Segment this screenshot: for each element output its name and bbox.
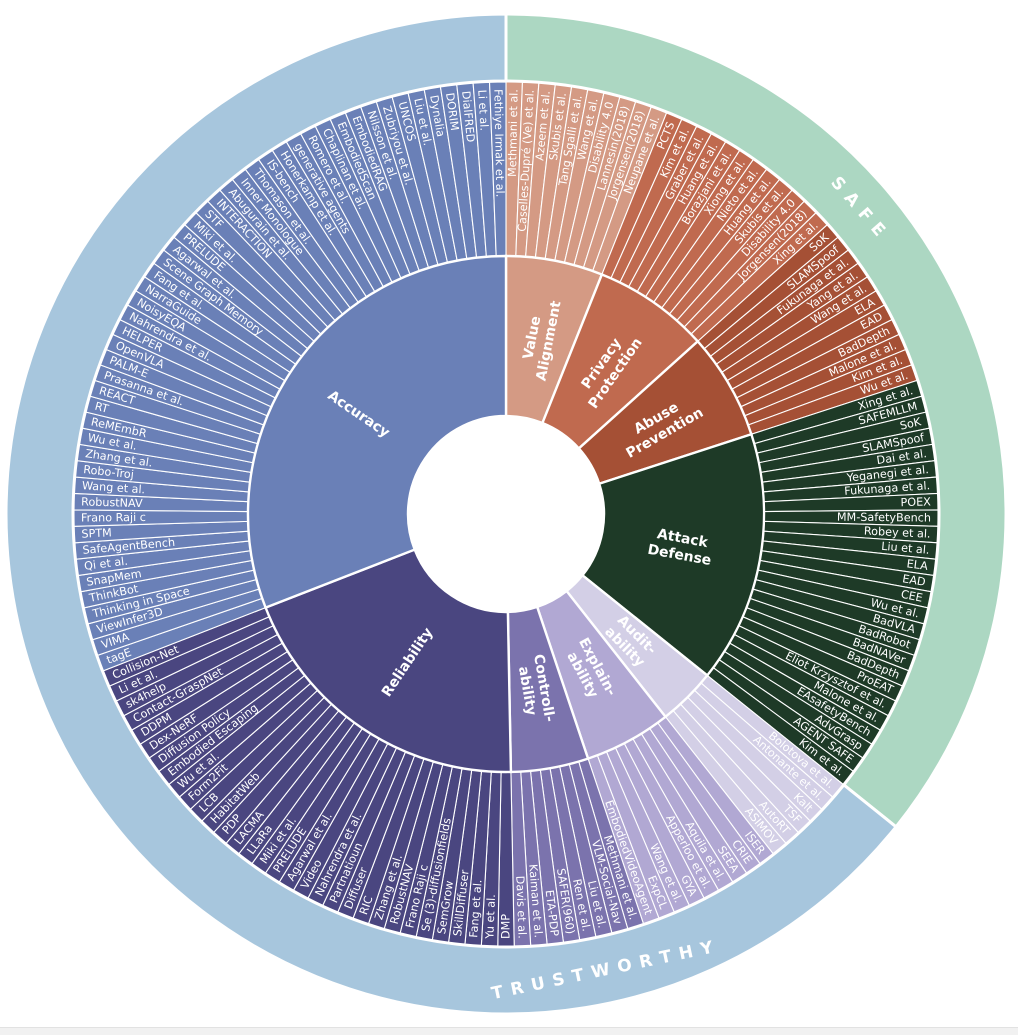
item-label-attack-defense-12: EAD (901, 572, 926, 589)
item-label-accuracy-47: DORIM (443, 92, 461, 132)
item-label-controllability-7: Davis et al. (513, 876, 528, 939)
item-label-reliability-0: DMP (500, 914, 513, 939)
item-label-reliability-2: Fang et al. (467, 879, 484, 938)
item-label-attack-defense-7: POEX (900, 495, 931, 509)
group-wedge-trustworthy (4, 12, 899, 1016)
item-label-accuracy-6: Qi et al. (83, 555, 128, 573)
category-wedge-attack-defense (580, 432, 766, 678)
item-label-accuracy-8: SPTM (81, 526, 112, 540)
item-label-controllability-5: ETA-PDP (543, 889, 561, 937)
item-label-controllability-6: Kaiman et al. (526, 864, 545, 939)
items-ring-layer (73, 81, 939, 947)
item-label-accuracy-16: RT (93, 400, 110, 416)
item-label-attack-defense-9: Robey et al. (864, 525, 931, 541)
item-label-accuracy-48: DialFRED (459, 90, 477, 143)
item-label-attack-defense-13: CEE (900, 588, 924, 605)
item-label-value-alignment-0: Methmani et al. (506, 89, 521, 177)
bottom-divider (0, 1027, 1018, 1035)
category-wedge-accuracy (246, 254, 508, 610)
item-label-attack-defense-2: SoK (899, 415, 923, 432)
item-label-accuracy-9: Frano Raji c (81, 511, 146, 525)
item-label-accuracy-50: Fethiye Irmak et al. (491, 89, 506, 197)
item-label-accuracy-11: Wang et al. (82, 479, 146, 496)
category-ring-layer (246, 254, 766, 774)
category-wedge-reliability (264, 548, 513, 774)
item-label-reliability-9: RIC (357, 894, 376, 916)
item-label-accuracy-10: RobustNAV (81, 495, 143, 510)
item-labels-layer: Methmani et al.Caselles-Dupré (Ve) et al… (81, 89, 931, 940)
item-label-reliability-1: Yu et al. (483, 894, 498, 940)
item-label-accuracy-49: Li et al. (475, 89, 490, 131)
item-label-attack-defense-8: MM-SafetyBench (837, 511, 931, 525)
item-label-attack-defense-11: ELA (906, 557, 929, 573)
outer-ring-layer (4, 12, 1008, 1016)
item-label-attack-defense-6: Fukunaga et al. (844, 479, 931, 498)
item-label-attack-defense-10: Liu et al. (881, 540, 930, 557)
item-label-accuracy-12: Robo-Troj (83, 463, 135, 481)
